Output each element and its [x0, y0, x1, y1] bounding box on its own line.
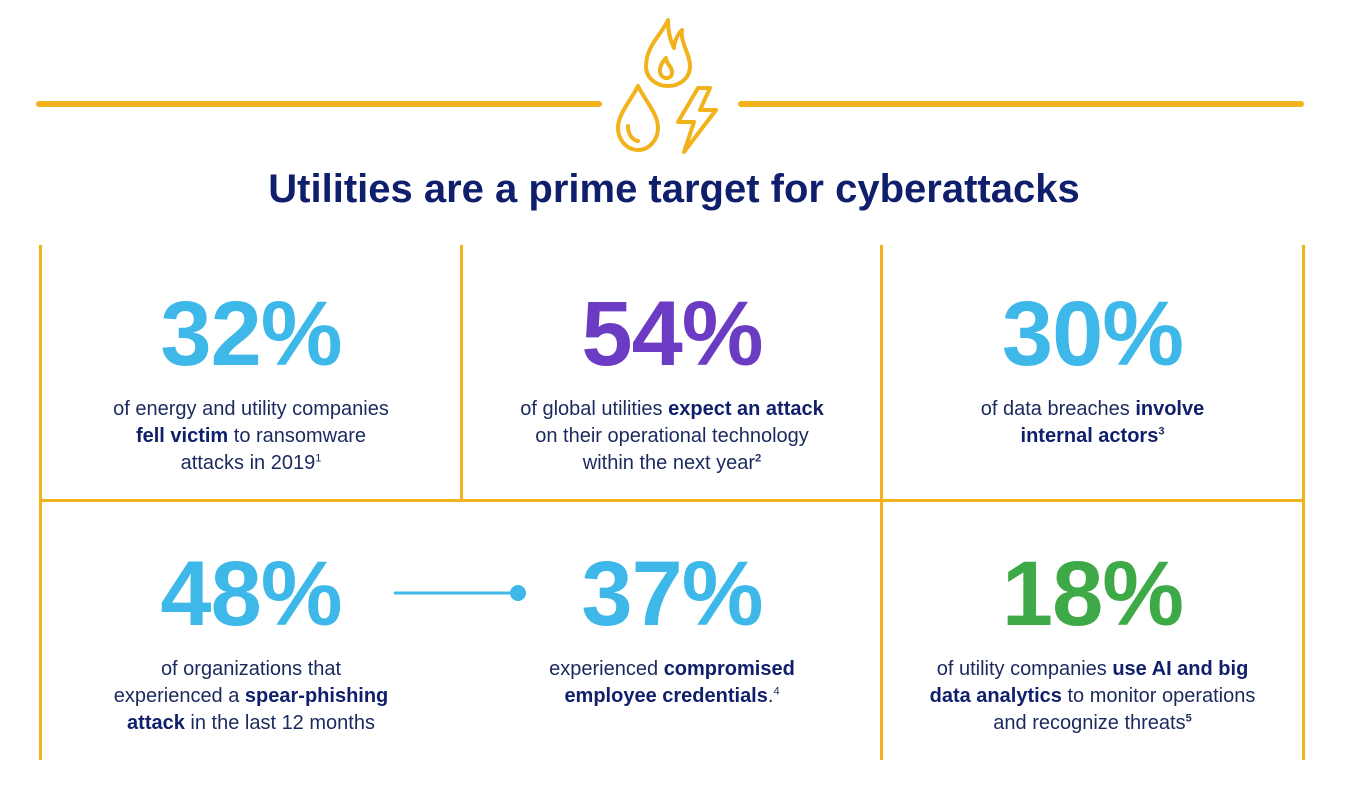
stat-description: of energy and utility companies fell vic… [113, 398, 389, 474]
stat-value: 37% [581, 543, 763, 645]
stat-value: 30% [1001, 283, 1184, 385]
header-rule-right [738, 101, 1304, 107]
header-rule-left [36, 101, 602, 107]
stat-card-ai-analytics: 18% of utility companies use AI and big … [883, 548, 1302, 737]
stat-card-ransomware: 32% of energy and utility companies fell… [42, 288, 460, 477]
grid-line-right [1302, 245, 1305, 760]
connector-line [394, 585, 526, 601]
stat-value: 48% [160, 543, 342, 645]
stat-value: 32% [160, 283, 342, 385]
utilities-icon-group [612, 14, 728, 158]
stat-description: of data breaches involve internal actors… [980, 398, 1205, 447]
footnote-marker: 2 [755, 452, 762, 465]
stat-value: 54% [581, 283, 763, 385]
stat-card-internal-actors: 30% of data breaches involve internal ac… [883, 288, 1302, 450]
stat-description: experienced compromised employee credent… [549, 658, 795, 707]
grid-line-right-inner [880, 245, 883, 760]
page-title: Utilities are a prime target for cyberat… [268, 167, 1080, 211]
stat-card-expect-attack: 54% of global utilities expect an attack… [463, 288, 881, 477]
stat-description: of global utilities expect an attack on … [520, 398, 824, 474]
grid-line-left [39, 245, 42, 760]
stat-description: of organizations that experienced a spea… [113, 658, 389, 734]
stat-description: of utility companies use AI and big data… [929, 658, 1256, 734]
stat-card-credentials: 37% experienced compromised employee cre… [463, 548, 881, 710]
footnote-marker: 5 [1185, 712, 1192, 725]
footnote-marker: 1 [315, 452, 322, 465]
water-drop-icon [616, 84, 660, 152]
flame-icon [644, 18, 692, 88]
connector-dot-icon [510, 585, 526, 601]
footnote-marker: 3 [1158, 425, 1165, 438]
lightning-bolt-icon [676, 86, 718, 154]
stat-value: 18% [1001, 543, 1184, 645]
footnote-marker: 4 [773, 685, 780, 698]
stat-card-spear-phishing: 48% of organizations that experienced a … [42, 548, 460, 737]
grid-line-middle [460, 245, 463, 500]
grid-line-horizontal [39, 499, 1305, 502]
